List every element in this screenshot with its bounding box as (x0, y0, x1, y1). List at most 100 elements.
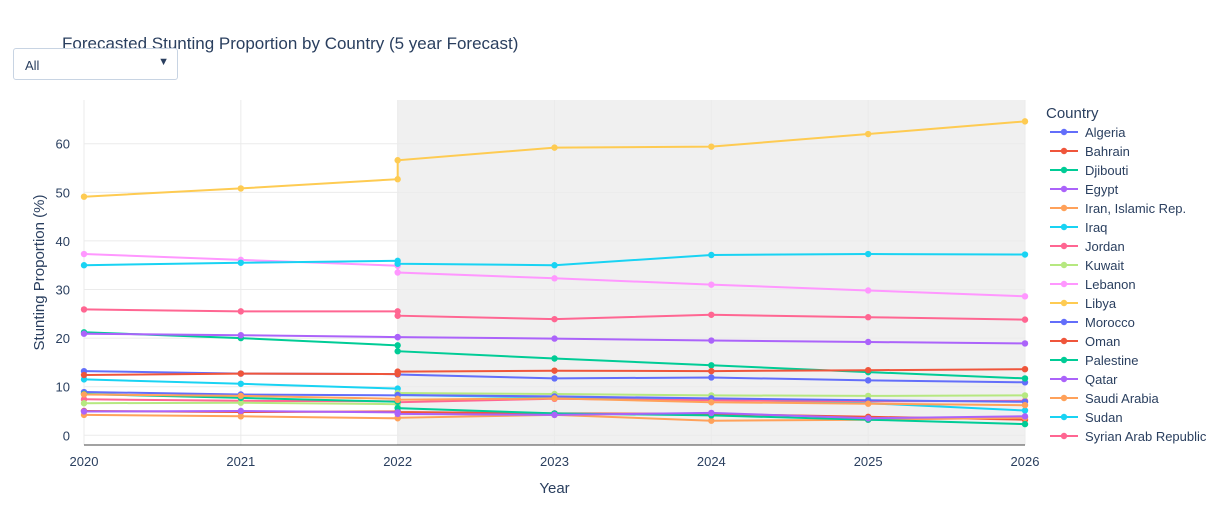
country-filter-dropdown[interactable]: All ▼ (13, 48, 178, 80)
data-point[interactable] (1021, 392, 1029, 399)
data-point[interactable] (394, 333, 401, 341)
data-point[interactable] (864, 400, 872, 407)
series-line[interactable] (83, 120, 1026, 198)
data-point[interactable] (237, 413, 245, 420)
data-point[interactable] (864, 392, 872, 400)
series-line[interactable] (83, 308, 1026, 321)
series-line[interactable] (83, 252, 1026, 267)
series-line[interactable] (83, 409, 1026, 420)
data-point[interactable] (394, 260, 401, 267)
series-line[interactable] (83, 368, 1026, 376)
series-sudan[interactable] (80, 250, 1029, 269)
series-saudi-arabia[interactable] (80, 391, 1029, 409)
data-point[interactable] (1021, 340, 1029, 347)
data-point[interactable] (708, 251, 715, 259)
data-point[interactable] (708, 367, 715, 375)
data-point[interactable] (80, 376, 88, 383)
legend-item[interactable]: Qatar (1050, 372, 1118, 387)
series-oman[interactable] (80, 365, 1029, 379)
data-point[interactable] (708, 374, 715, 381)
data-point[interactable] (551, 262, 558, 269)
data-point[interactable] (864, 366, 872, 374)
data-point[interactable] (394, 342, 401, 349)
series-line[interactable] (83, 393, 1026, 426)
series-line[interactable] (83, 393, 1026, 407)
data-point[interactable] (1021, 413, 1029, 420)
series-line[interactable] (83, 253, 1026, 298)
series-line[interactable] (83, 391, 1026, 406)
series-line[interactable] (83, 397, 1026, 404)
series-line[interactable] (83, 391, 1026, 403)
legend-item[interactable]: Iraq (1050, 220, 1107, 235)
data-point[interactable] (80, 391, 88, 398)
data-point[interactable] (237, 407, 245, 415)
data-point[interactable] (1021, 407, 1029, 414)
data-point[interactable] (237, 399, 245, 406)
legend-item[interactable]: Algeria (1050, 125, 1126, 140)
legend-item[interactable]: Palestine (1050, 353, 1138, 368)
data-point[interactable] (708, 417, 715, 424)
legend-item[interactable]: Morocco (1050, 315, 1135, 330)
data-point[interactable] (394, 396, 401, 404)
data-point[interactable] (864, 415, 872, 422)
legend-item[interactable]: Iran, Islamic Rep. (1050, 201, 1186, 216)
data-point[interactable] (394, 368, 401, 375)
legend-item[interactable]: Saudi Arabia (1050, 391, 1159, 406)
data-point[interactable] (708, 143, 715, 150)
data-point[interactable] (551, 375, 558, 382)
data-point[interactable] (80, 193, 88, 200)
series-libya[interactable] (80, 118, 1029, 200)
data-point[interactable] (551, 355, 558, 362)
data-point[interactable] (80, 330, 88, 337)
data-point[interactable] (237, 259, 245, 266)
legend-item[interactable]: Syrian Arab Republic (1050, 429, 1207, 444)
data-point[interactable] (1021, 316, 1029, 323)
data-point[interactable] (394, 404, 401, 412)
data-point[interactable] (237, 185, 245, 192)
legend-item[interactable]: Jordan (1050, 239, 1125, 254)
data-point[interactable] (864, 287, 872, 294)
data-point[interactable] (551, 411, 558, 419)
legend-item[interactable]: Oman (1050, 334, 1120, 349)
data-point[interactable] (1021, 293, 1029, 300)
data-point[interactable] (237, 331, 245, 339)
data-point[interactable] (1021, 251, 1029, 258)
data-point[interactable] (394, 269, 401, 276)
data-point[interactable] (80, 408, 88, 415)
data-point[interactable] (708, 362, 715, 369)
legend-item[interactable]: Kuwait (1050, 258, 1124, 273)
data-point[interactable] (708, 281, 715, 288)
legend-item[interactable]: Lebanon (1050, 277, 1136, 292)
data-point[interactable] (551, 275, 558, 282)
data-point[interactable] (708, 311, 715, 318)
series-egypt[interactable] (80, 330, 1029, 347)
data-point[interactable] (551, 395, 558, 402)
legend-item[interactable]: Libya (1050, 296, 1117, 311)
series-syrian-arab-republic[interactable] (80, 306, 1029, 323)
data-point[interactable] (708, 409, 715, 417)
legend-item[interactable]: Djibouti (1050, 163, 1128, 178)
data-point[interactable] (1021, 401, 1029, 409)
legend-item[interactable]: Egypt (1050, 182, 1119, 197)
data-point[interactable] (864, 130, 872, 138)
data-point[interactable] (394, 348, 401, 355)
data-point[interactable] (394, 385, 401, 392)
data-point[interactable] (1021, 375, 1029, 382)
data-point[interactable] (80, 250, 88, 258)
data-point[interactable] (394, 176, 401, 183)
data-point[interactable] (864, 377, 872, 384)
legend-item[interactable]: Bahrain (1050, 144, 1130, 159)
data-point[interactable] (80, 400, 88, 407)
data-point[interactable] (551, 315, 558, 323)
data-point[interactable] (394, 410, 401, 418)
data-point[interactable] (237, 370, 245, 377)
data-point[interactable] (80, 306, 88, 313)
data-point[interactable] (394, 308, 401, 315)
data-point[interactable] (551, 144, 558, 151)
data-point[interactable] (237, 392, 245, 400)
data-point[interactable] (80, 262, 88, 269)
data-point[interactable] (394, 312, 401, 319)
series-qatar[interactable] (80, 407, 1029, 422)
data-point[interactable] (237, 308, 245, 315)
data-point[interactable] (1021, 118, 1029, 125)
